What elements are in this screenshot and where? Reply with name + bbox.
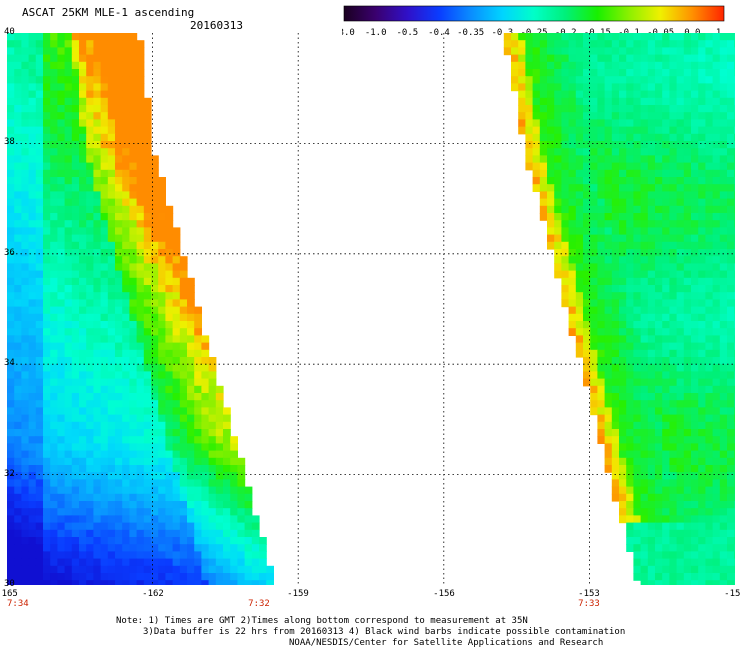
lon-label: -162 — [142, 589, 164, 599]
lon-label: -165 — [0, 589, 18, 599]
colorbar-tick-label: 1.0 — [716, 28, 726, 37]
lat-label: 34 — [4, 358, 15, 368]
swath-cells — [7, 33, 735, 585]
graticule — [7, 33, 735, 585]
time-label: 7:32 — [248, 599, 270, 609]
colorbar-tick-label: -0.15 — [584, 28, 611, 37]
map-title: ASCAT 25KM MLE-1 ascending — [22, 6, 195, 19]
lat-label: 36 — [4, 248, 15, 258]
colorbar-tick-label: -1.0 — [365, 28, 387, 37]
colorbar-tick-label: -0.4 — [428, 28, 450, 37]
swath-map — [7, 33, 735, 585]
lon-label: -153 — [578, 589, 600, 599]
map-date: 20160313 — [190, 19, 243, 32]
colorbar-tick-label: -0.1 — [618, 28, 640, 37]
note-line-1: Note: 1) Times are GMT 2)Times along bot… — [116, 616, 528, 626]
colorbar-tick-label: -0.05 — [647, 28, 674, 37]
colorbar-tick-label: -0.35 — [457, 28, 484, 37]
time-label: 7:34 — [7, 599, 29, 609]
colorbar-tick-label: -0.5 — [396, 28, 418, 37]
colorbar-tick-label: -3.0 — [342, 28, 355, 37]
colorbar-tick-label: -0.2 — [555, 28, 577, 37]
colorbar: -3.0-1.0-0.5-0.4-0.35-0.3-0.25-0.2-0.15-… — [342, 5, 726, 37]
colorbar-tick-label: -0.25 — [520, 28, 547, 37]
lon-label: -156 — [433, 589, 455, 599]
colorbar-tick-label: -0.3 — [491, 28, 513, 37]
colorbar-gradient — [343, 5, 725, 22]
lon-label: -159 — [287, 589, 309, 599]
lat-label: 32 — [4, 469, 15, 479]
lat-label: 40 — [4, 27, 15, 37]
lat-label: 38 — [4, 137, 15, 147]
lon-label: -150 — [724, 589, 740, 599]
colorbar-tick-label: 0.0 — [684, 28, 700, 37]
note-line-2: 3)Data buffer is 22 hrs from 20160313 4)… — [143, 627, 626, 637]
note-line-3: NOAA/NESDIS/Center for Satellite Applica… — [289, 638, 604, 648]
lat-label: 30 — [4, 579, 15, 589]
time-label: 7:33 — [578, 599, 600, 609]
